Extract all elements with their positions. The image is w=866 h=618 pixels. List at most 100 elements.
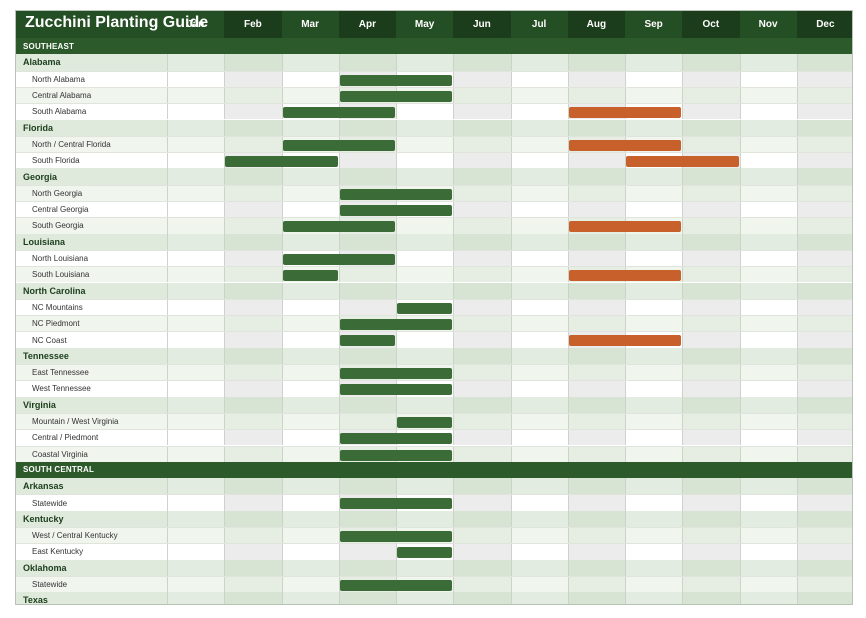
month-cell (625, 347, 683, 364)
month-cell (567, 250, 625, 267)
month-cell (567, 510, 625, 527)
month-cell (281, 592, 339, 604)
month-cell (567, 168, 625, 185)
month-cell (224, 299, 282, 316)
month-cell (682, 299, 740, 316)
month-cell (167, 544, 225, 560)
month-cell (167, 478, 225, 495)
month-cell (510, 592, 568, 604)
month-cell (739, 365, 797, 381)
month-cell (796, 332, 852, 348)
month-cell (567, 347, 625, 364)
month-cell (567, 54, 625, 71)
month-cell (281, 430, 339, 446)
month-cell (682, 495, 740, 511)
month-cell (739, 396, 797, 413)
month-cell (739, 218, 797, 234)
month-cell (167, 576, 225, 593)
month-cell (453, 104, 511, 120)
month-cell (739, 316, 797, 332)
region-label: North Louisiana (32, 254, 89, 264)
month-cell (625, 233, 683, 250)
state-row: Alabama (16, 54, 852, 71)
month-cell (510, 510, 568, 527)
month-cell (224, 71, 282, 87)
month-cell (567, 87, 625, 104)
month-cell (625, 54, 683, 71)
month-cell (567, 299, 625, 316)
month-cell (739, 430, 797, 446)
month-cell (453, 559, 511, 576)
region-label: North / Central Florida (32, 139, 111, 149)
month-cell (167, 282, 225, 299)
month-cell (167, 136, 225, 153)
month-cell (625, 282, 683, 299)
month-cell (453, 185, 511, 201)
month-cell (281, 559, 339, 576)
month-cell (281, 202, 339, 218)
month-cell (224, 54, 282, 71)
month-cell (167, 316, 225, 332)
section-row: SOUTHEAST (16, 38, 852, 55)
month-cell (167, 413, 225, 430)
month-cell (510, 54, 568, 71)
spring-planting-bar (282, 221, 395, 233)
month-cell (625, 365, 683, 381)
month-cell (167, 559, 225, 576)
month-cell (338, 592, 396, 604)
month-cell (281, 299, 339, 316)
month-cell (739, 332, 797, 348)
region-label: Mountain / West Virginia (32, 417, 119, 427)
spring-planting-bar (339, 531, 453, 542)
month-cell (396, 119, 454, 136)
state-row: North Carolina (16, 282, 852, 299)
month-cell (167, 592, 225, 604)
month-cell (739, 168, 797, 185)
region-row: Coastal Virginia (16, 445, 852, 462)
region-label: NC Mountains (32, 302, 83, 312)
month-cell (224, 202, 282, 218)
spring-planting-bar (282, 253, 395, 265)
month-header-aug: Aug (567, 11, 625, 38)
month-cell (796, 233, 852, 250)
month-cell (796, 446, 852, 462)
month-cell (739, 347, 797, 364)
month-cell (167, 202, 225, 218)
month-cell (682, 559, 740, 576)
month-cell (625, 71, 683, 87)
month-cell (682, 413, 740, 430)
month-header-jan: Jan (167, 11, 225, 38)
month-cell (224, 544, 282, 560)
fall-planting-bar (568, 139, 682, 151)
month-cell (567, 185, 625, 201)
month-cell (224, 250, 282, 267)
title-cell (16, 11, 167, 38)
region-row: Mountain / West Virginia (16, 412, 852, 430)
spring-planting-bar (397, 547, 453, 559)
month-cell (510, 347, 568, 364)
month-cell (682, 430, 740, 446)
state-row: Tennessee (16, 347, 852, 364)
month-cell (338, 54, 396, 71)
month-cell (796, 153, 852, 169)
month-cell (510, 71, 568, 87)
month-cell (167, 381, 225, 397)
month-cell (224, 478, 282, 495)
region-label: Central Georgia (32, 205, 89, 215)
month-cell (281, 332, 339, 348)
month-cell (338, 153, 396, 169)
month-cell (224, 119, 282, 136)
region-row: South Florida (16, 152, 852, 169)
month-cell (167, 185, 225, 201)
month-cell (453, 495, 511, 511)
month-cell (510, 544, 568, 560)
month-cell (281, 528, 339, 544)
month-cell (682, 365, 740, 381)
month-cell (281, 544, 339, 560)
month-cell (739, 185, 797, 201)
state-label: Oklahoma (23, 562, 67, 573)
month-cell (224, 510, 282, 527)
month-cell (396, 267, 454, 283)
month-cell (453, 332, 511, 348)
month-cell (682, 576, 740, 593)
